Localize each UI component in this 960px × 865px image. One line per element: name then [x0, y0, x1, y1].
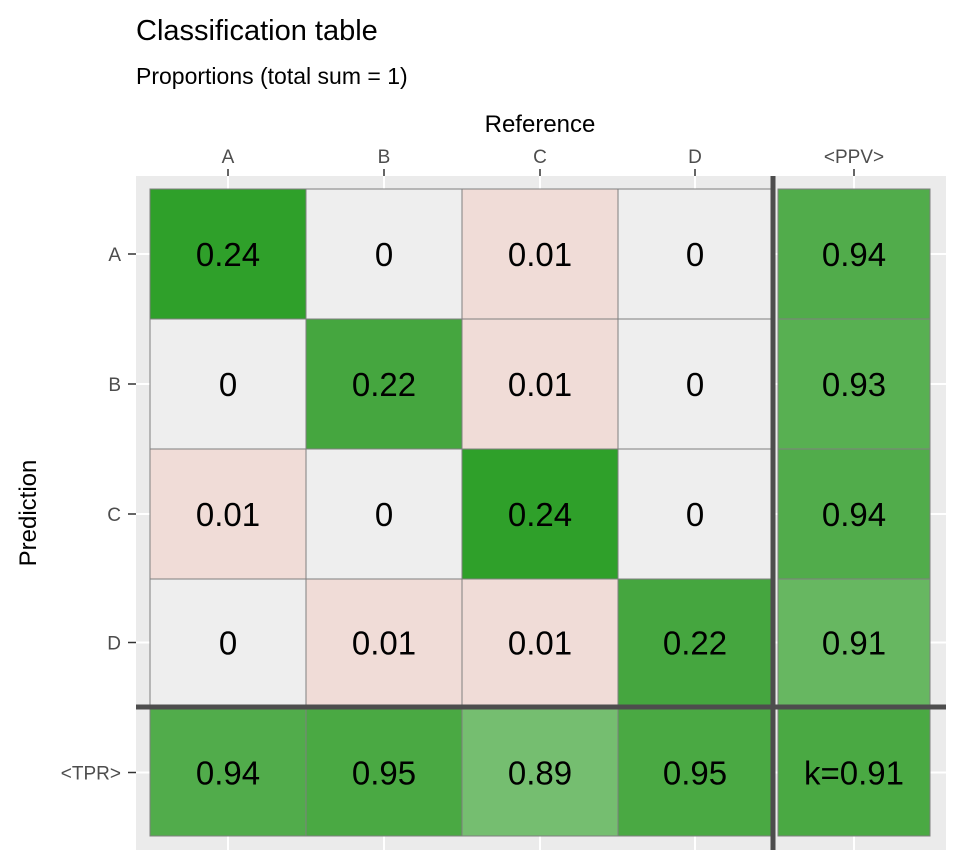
- cell-2-2-cell: [461, 448, 619, 580]
- cell-3-1-label: 0.01: [352, 625, 416, 662]
- ppv-3-cell: [777, 578, 931, 707]
- y-tick-label-2: C: [107, 505, 121, 526]
- y-tick-label-3: D: [107, 634, 121, 655]
- cell-2-0-label: 0.01: [196, 496, 260, 533]
- x-tick-label-1: B: [378, 147, 391, 168]
- cell-0-0-cell: [149, 188, 307, 320]
- cell-1-0-label: 0: [219, 366, 237, 403]
- tpr-1-cell: [305, 708, 463, 837]
- separator-lines: [136, 176, 946, 850]
- cell-3-2-label: 0.01: [508, 625, 572, 662]
- cell-3-1-cell: [305, 578, 463, 707]
- kappa-label: k=0.91: [804, 755, 904, 792]
- x-tick-label-4: <PPV>: [824, 147, 884, 168]
- x-tick-label-3: D: [688, 147, 702, 168]
- cell-0-2-label: 0.01: [508, 236, 572, 273]
- cell-0-2-cell: [461, 188, 619, 320]
- y-axis-title: Prediction: [15, 460, 42, 567]
- cell-1-0-cell: [149, 318, 307, 450]
- kappa-cell: [777, 708, 931, 837]
- tpr-3-cell: [617, 708, 773, 837]
- cells-layer: 0.24 0 0.01 0 0 0.22 0.01 0 0.01 0 0.24 0 0 0.01 0.01 0…: [149, 188, 931, 837]
- ppv-0-label: 0.94: [822, 236, 886, 273]
- tpr-0-label: 0.94: [196, 755, 260, 792]
- cell-2-2-label: 0.24: [508, 496, 572, 533]
- cell-3-0-label: 0: [219, 625, 237, 662]
- ppv-1-cell: [777, 318, 931, 450]
- axis-ticks: A B C D <PPV> A B C D <TPR>: [61, 147, 884, 785]
- cell-0-0-label: 0.24: [196, 236, 260, 273]
- x-tick-label-2: C: [533, 147, 547, 168]
- ppv-1-label: 0.93: [822, 366, 886, 403]
- cell-1-3-label: 0: [686, 366, 704, 403]
- cell-1-2-label: 0.01: [508, 366, 572, 403]
- cell-2-3-cell: [617, 448, 773, 580]
- y-tick-label-4: <TPR>: [61, 764, 121, 785]
- ppv-2-cell: [777, 448, 931, 580]
- cell-0-1-cell: [305, 188, 463, 320]
- cell-2-1-cell: [305, 448, 463, 580]
- tpr-3-label: 0.95: [663, 755, 727, 792]
- y-tick-label-0: A: [108, 245, 121, 266]
- tpr-1-label: 0.95: [352, 755, 416, 792]
- tpr-2-label: 0.89: [508, 755, 572, 792]
- cell-3-0-cell: [149, 578, 307, 707]
- cell-2-1-label: 0: [375, 496, 393, 533]
- cell-2-0-cell: [149, 448, 307, 580]
- chart-title: Classification table: [136, 15, 378, 47]
- cell-3-3-cell: [617, 578, 773, 707]
- y-tick-label-1: B: [108, 375, 121, 396]
- x-axis-title: Reference: [485, 111, 596, 138]
- ppv-3-label: 0.91: [822, 625, 886, 662]
- cell-0-1-label: 0: [375, 236, 393, 273]
- cell-1-1-label: 0.22: [352, 366, 416, 403]
- x-tick-label-0: A: [222, 147, 235, 168]
- ppv-0-cell: [777, 188, 931, 320]
- cell-1-2-cell: [461, 318, 619, 450]
- ppv-2-label: 0.94: [822, 496, 886, 533]
- cell-3-3-label: 0.22: [663, 625, 727, 662]
- cell-0-3-label: 0: [686, 236, 704, 273]
- cell-3-2-cell: [461, 578, 619, 707]
- chart-subtitle: Proportions (total sum = 1): [136, 63, 408, 89]
- cell-2-3-label: 0: [686, 496, 704, 533]
